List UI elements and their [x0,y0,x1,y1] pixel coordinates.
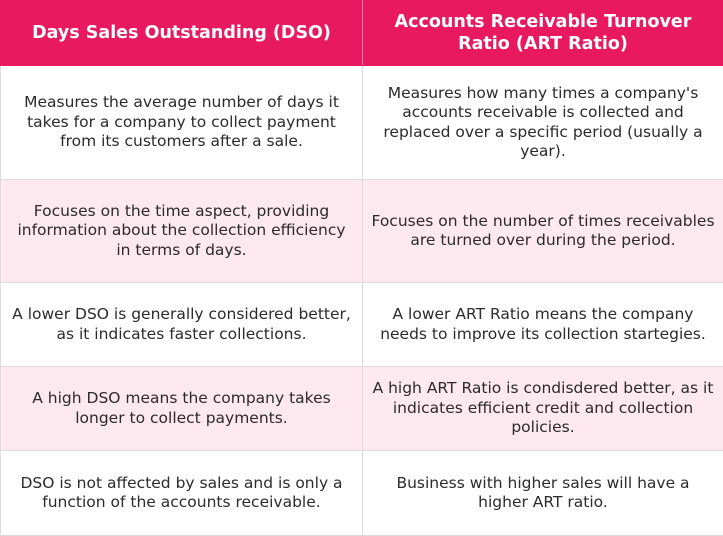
art-cell: Measures how many times a company's acco… [363,66,723,180]
art-cell: Focuses on the number of times receivabl… [363,180,723,283]
dso-cell: DSO is not affected by sales and is only… [1,451,363,536]
dso-cell: A high DSO means the company takes longe… [1,367,363,451]
table-row: DSO is not affected by sales and is only… [1,451,723,536]
header-art-ratio: Accounts Receivable Turnover Ratio (ART … [363,1,723,66]
dso-cell: A lower DSO is generally considered bett… [1,283,363,367]
art-cell: Business with higher sales will have a h… [363,451,723,536]
dso-cell: Measures the average number of days it t… [1,66,363,180]
table-row: Focuses on the time aspect, providing in… [1,180,723,283]
table-row: A lower DSO is generally considered bett… [1,283,723,367]
table-row: Measures the average number of days it t… [1,66,723,180]
art-cell: A high ART Ratio is condisdered better, … [363,367,723,451]
table-row: A high DSO means the company takes longe… [1,367,723,451]
header-row: Days Sales Outstanding (DSO) Accounts Re… [1,1,723,66]
art-cell: A lower ART Ratio means the company need… [363,283,723,367]
header-dso: Days Sales Outstanding (DSO) [1,1,363,66]
dso-cell: Focuses on the time aspect, providing in… [1,180,363,283]
